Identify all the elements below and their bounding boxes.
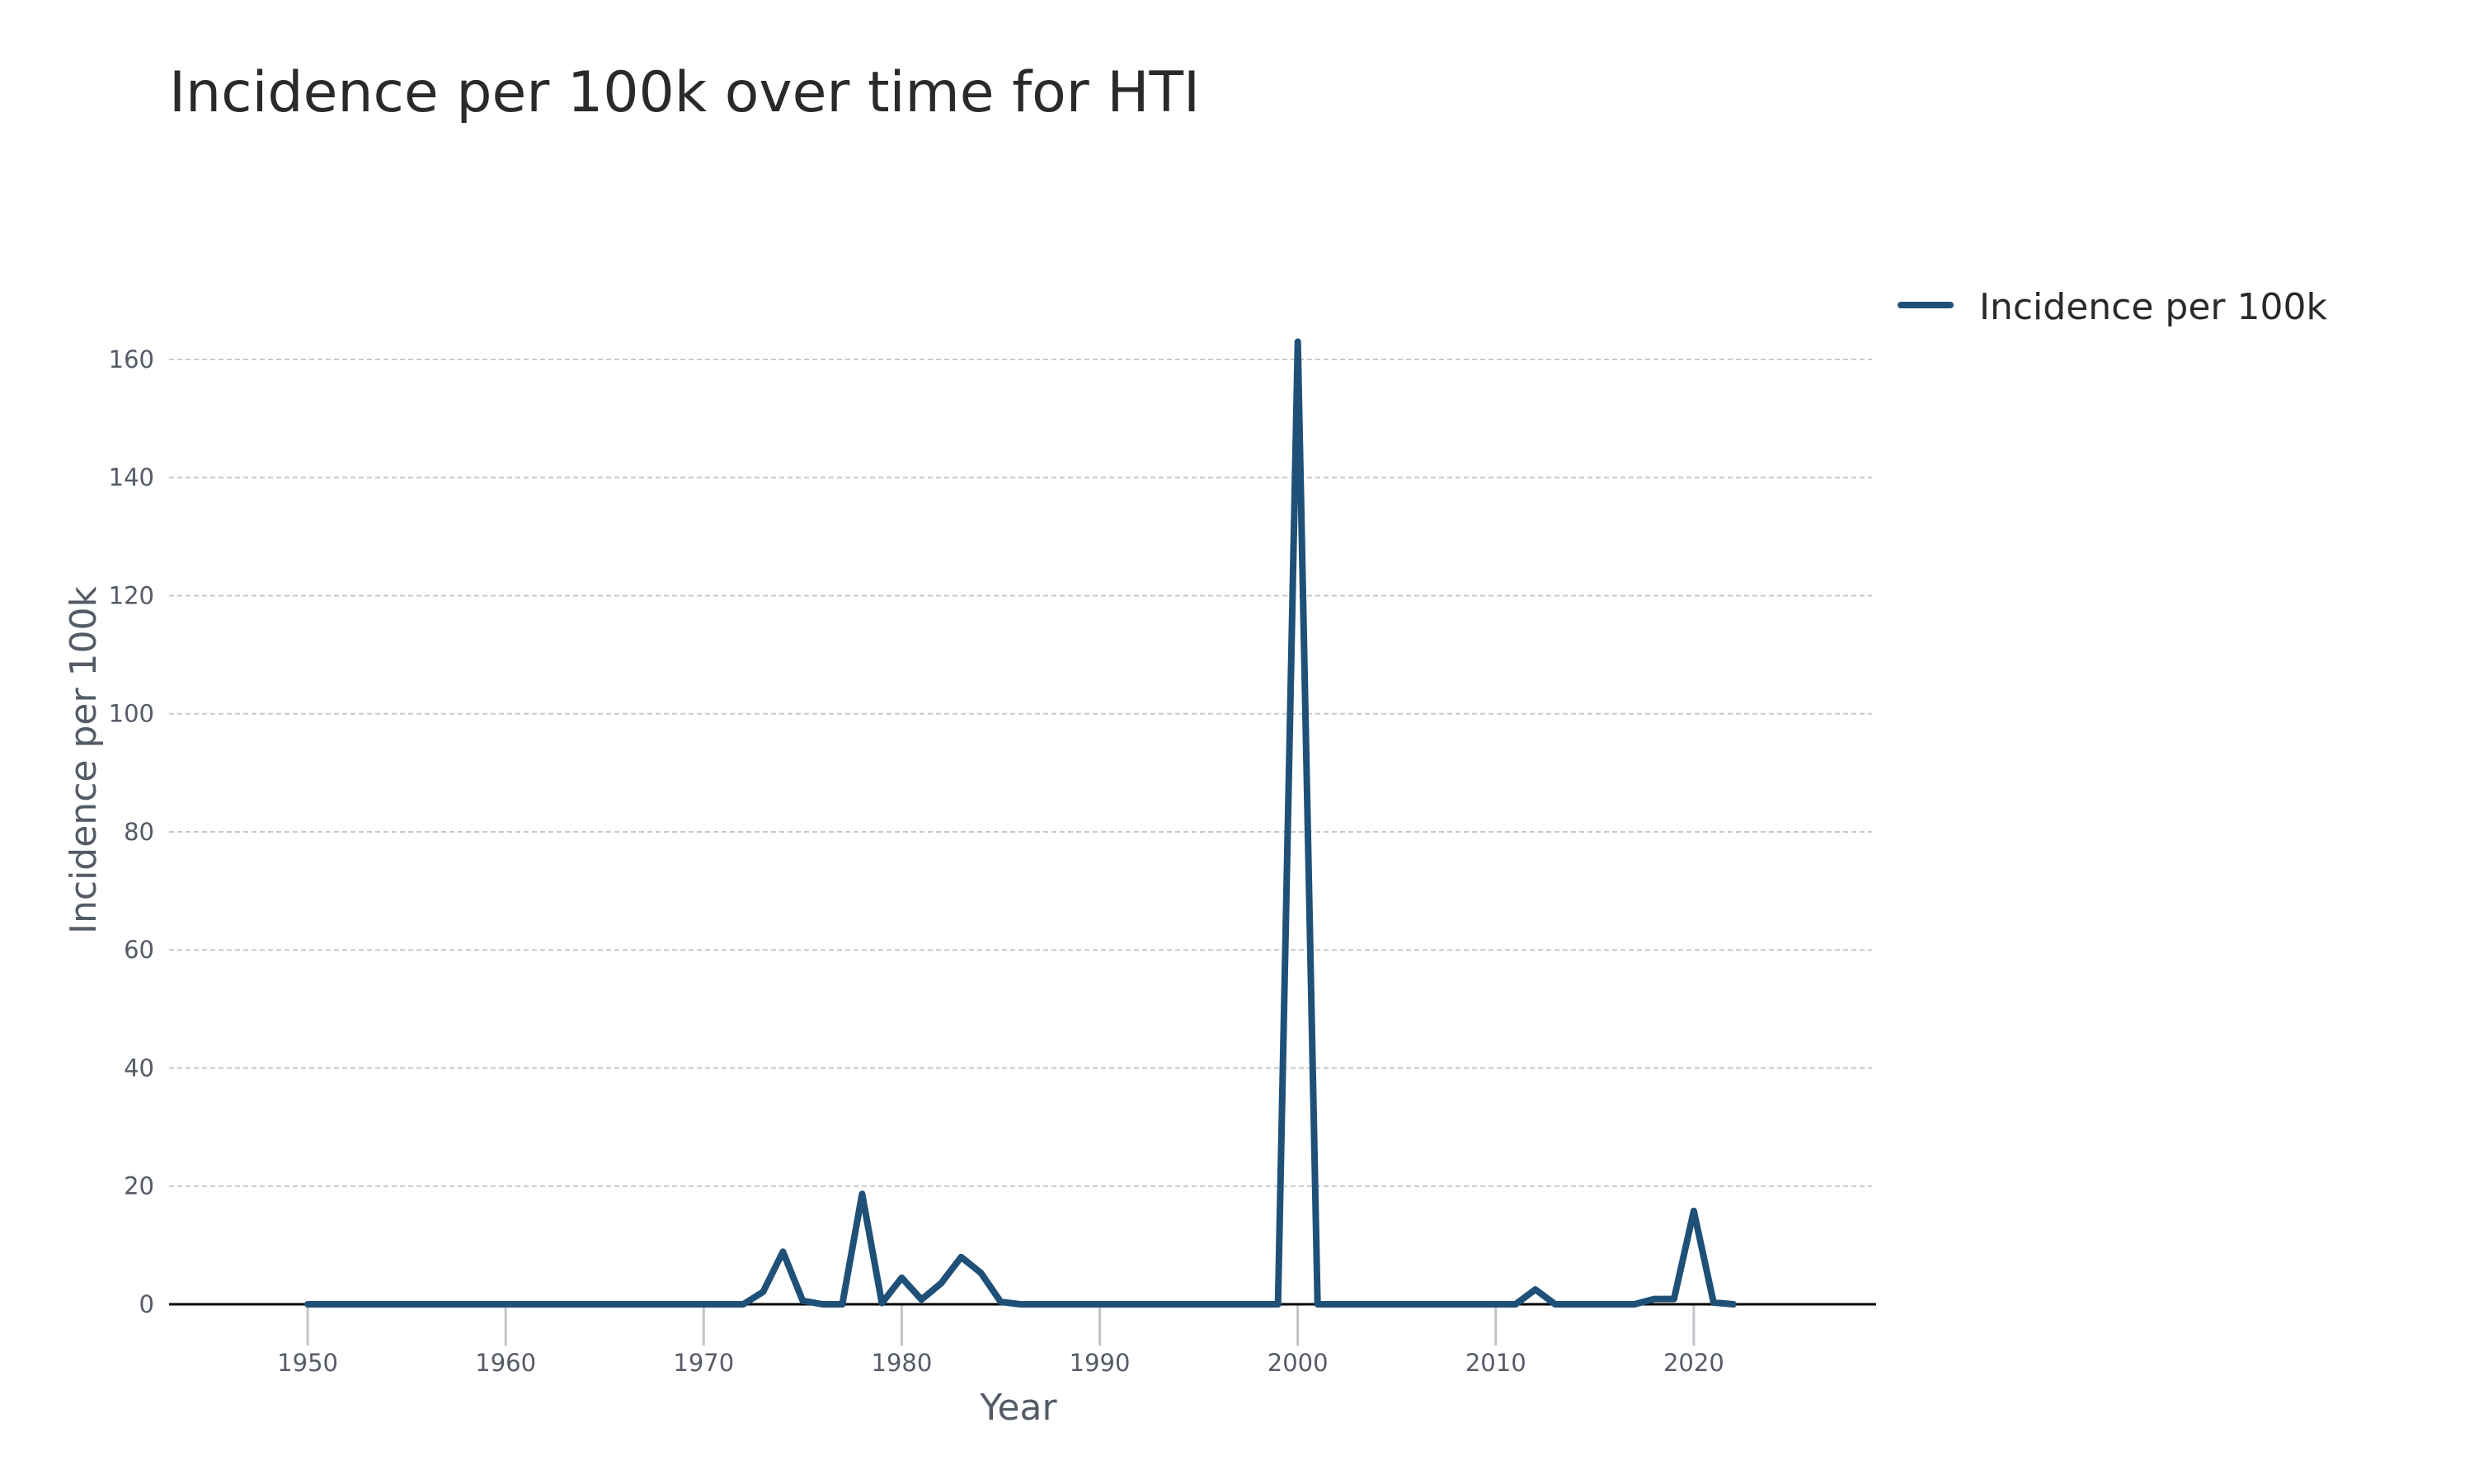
- x-tick-label-1990: 1990: [1070, 1349, 1131, 1377]
- legend[interactable]: Incidence per 100k: [1898, 286, 2327, 328]
- series-layer: [304, 338, 1737, 1308]
- x-tick-label-1950: 1950: [277, 1349, 338, 1377]
- x-axis-title: Year: [979, 1387, 1057, 1429]
- y-tick-label-140: 140: [109, 463, 154, 491]
- y-tick-label-100: 100: [109, 700, 154, 728]
- chart-title: Incidence per 100k over time for HTI: [169, 60, 1200, 125]
- y-tick-label-160: 160: [109, 345, 154, 373]
- x-tick-label-1970: 1970: [673, 1349, 734, 1377]
- series-line-0[interactable]: [304, 338, 1737, 1308]
- x-tick-label-1980: 1980: [872, 1349, 933, 1377]
- x-tick-label-2020: 2020: [1663, 1349, 1724, 1377]
- y-tick-label-20: 20: [124, 1172, 154, 1200]
- y-axis-ticks: 0 20 40 60 80 100 120 140 160: [109, 345, 154, 1318]
- y-tick-label-0: 0: [139, 1290, 154, 1318]
- y-tick-label-40: 40: [124, 1054, 154, 1082]
- legend-label: Incidence per 100k: [1979, 286, 2327, 328]
- y-tick-label-80: 80: [124, 818, 154, 846]
- x-tick-label-1960: 1960: [475, 1349, 536, 1377]
- y-tick-label-120: 120: [109, 581, 154, 609]
- y-tick-label-60: 60: [124, 936, 154, 964]
- gridlines: [169, 358, 1872, 1187]
- x-tick-label-2010: 2010: [1465, 1349, 1526, 1377]
- x-tick-label-2000: 2000: [1268, 1349, 1329, 1377]
- y-axis-title: Incidence per 100k: [63, 586, 105, 934]
- x-axis-ticks: 1950 1960 1970 1980 1990 2000 2010 2020: [277, 1304, 1724, 1377]
